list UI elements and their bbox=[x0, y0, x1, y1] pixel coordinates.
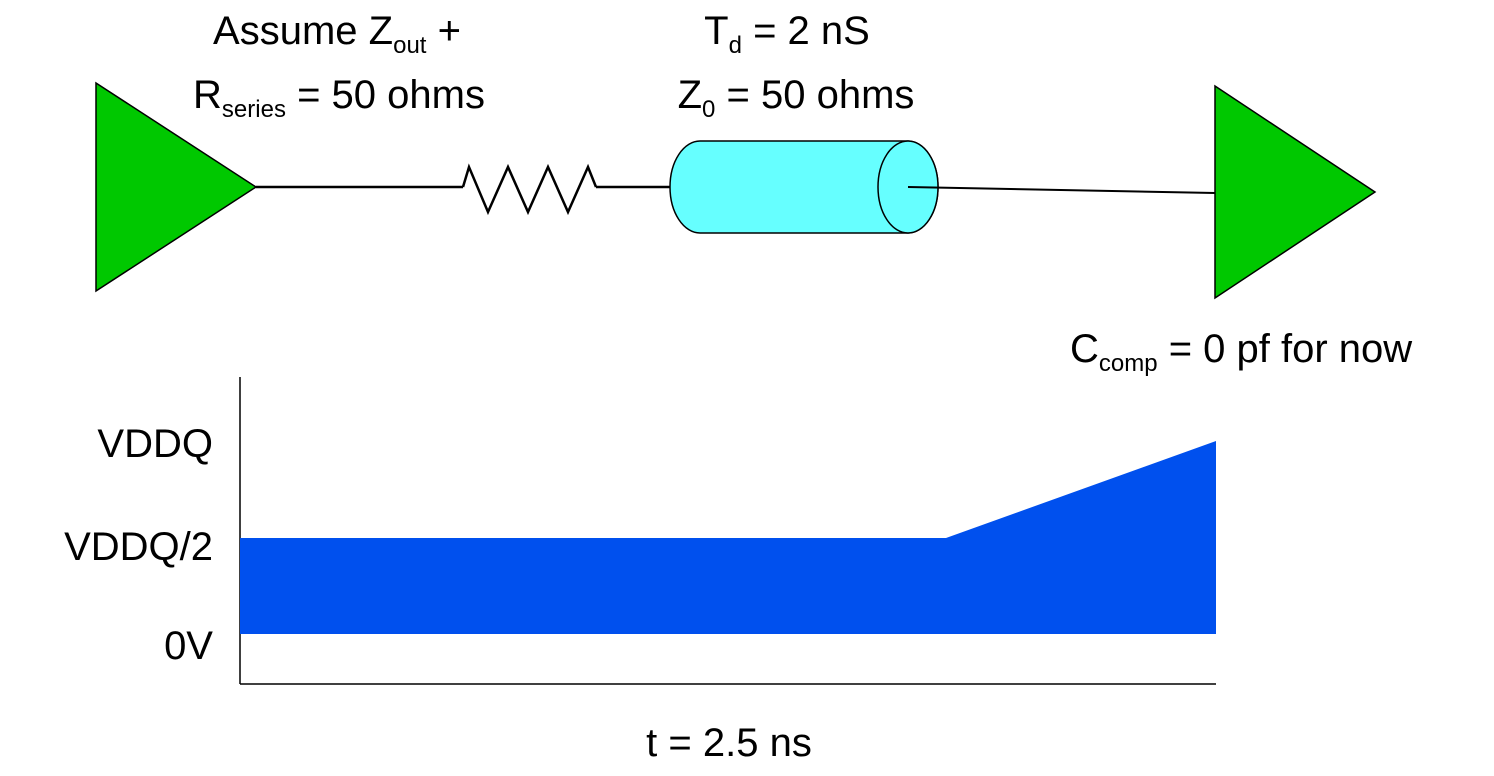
driver-note-line2: Rseries = 50 ohms bbox=[193, 73, 485, 123]
transmission-line-cylinder bbox=[669, 140, 939, 234]
y-label-zero: 0V bbox=[164, 624, 213, 668]
receiver-buffer-triangle bbox=[1214, 84, 1377, 300]
tline-note-line1: Td = 2 nS bbox=[704, 9, 870, 59]
y-label-vddq: VDDQ bbox=[97, 422, 213, 466]
time-label: t = 2.5 ns bbox=[646, 721, 812, 765]
y-label-vddq-half: VDDQ/2 bbox=[64, 525, 213, 569]
driver-buffer-triangle bbox=[95, 81, 258, 293]
receiver-note: Ccomp = 0 pf for now bbox=[1070, 327, 1413, 377]
tline-note-line2: Z0 = 50 ohms bbox=[677, 73, 915, 123]
series-resistor bbox=[461, 163, 598, 216]
waveform-area bbox=[240, 441, 1216, 634]
wire-tline-to-receiver bbox=[907, 186, 1216, 194]
driver-note-line1: Assume Zout + bbox=[213, 9, 461, 59]
